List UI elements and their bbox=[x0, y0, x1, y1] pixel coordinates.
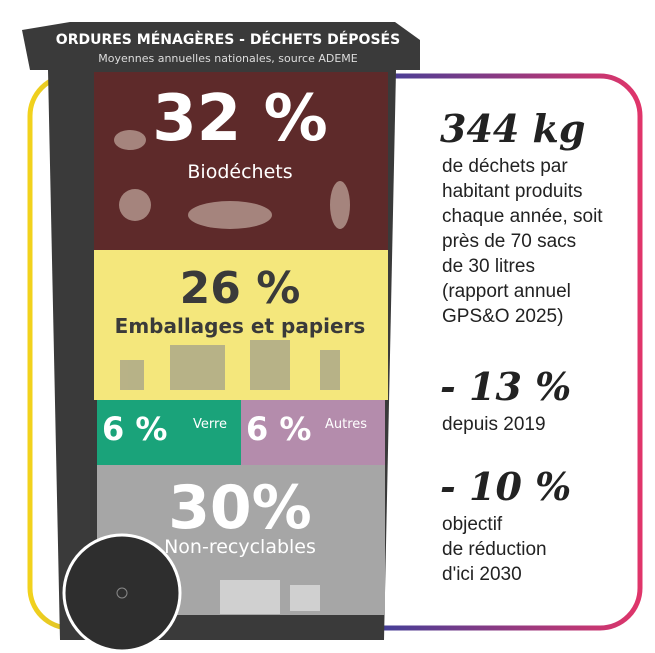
stat-text: GPS&O 2025) bbox=[442, 306, 563, 327]
stat-text: de réduction bbox=[442, 539, 547, 560]
stat-value: - 13 % bbox=[440, 364, 571, 409]
subtitle: Moyennes annuelles nationales, source AD… bbox=[98, 52, 358, 65]
title: ORDURES MÉNAGÈRES - DÉCHETS DÉPOSÉS bbox=[56, 31, 400, 48]
stat-text: habitant produits bbox=[442, 181, 583, 202]
label: Biodéchets bbox=[187, 161, 292, 183]
label: Non-recyclables bbox=[164, 536, 316, 558]
label: Verre bbox=[193, 417, 227, 432]
stat-value: - 10 % bbox=[440, 464, 571, 509]
infographic: ORDURES MÉNAGÈRES - DÉCHETS DÉPOSÉS Moye… bbox=[0, 0, 655, 653]
label: Emballages et papiers bbox=[115, 314, 366, 338]
percent: 6 % bbox=[102, 410, 167, 448]
label: Autres bbox=[325, 417, 367, 432]
wheel bbox=[64, 535, 180, 651]
stat-text: de 30 litres bbox=[442, 256, 535, 277]
stat-text: (rapport annuel bbox=[442, 281, 571, 302]
stat-text: depuis 2019 bbox=[442, 414, 546, 435]
stat-value: 344 kg bbox=[440, 106, 585, 151]
nonrecyclable-icons bbox=[220, 580, 320, 614]
percent: 32 % bbox=[152, 82, 327, 156]
stat-text: d'ici 2030 bbox=[442, 564, 522, 585]
stat-text: près de 70 sacs bbox=[442, 231, 576, 252]
percent: 26 % bbox=[180, 263, 301, 314]
percent: 6 % bbox=[246, 410, 311, 448]
percent: 30% bbox=[168, 473, 312, 543]
stat-text: chaque année, soit bbox=[442, 206, 603, 227]
stats: 344 kg de déchets par habitant produits cha… bbox=[440, 106, 603, 585]
stat-text: objectif bbox=[442, 514, 503, 535]
stat-text: de déchets par bbox=[442, 156, 568, 177]
